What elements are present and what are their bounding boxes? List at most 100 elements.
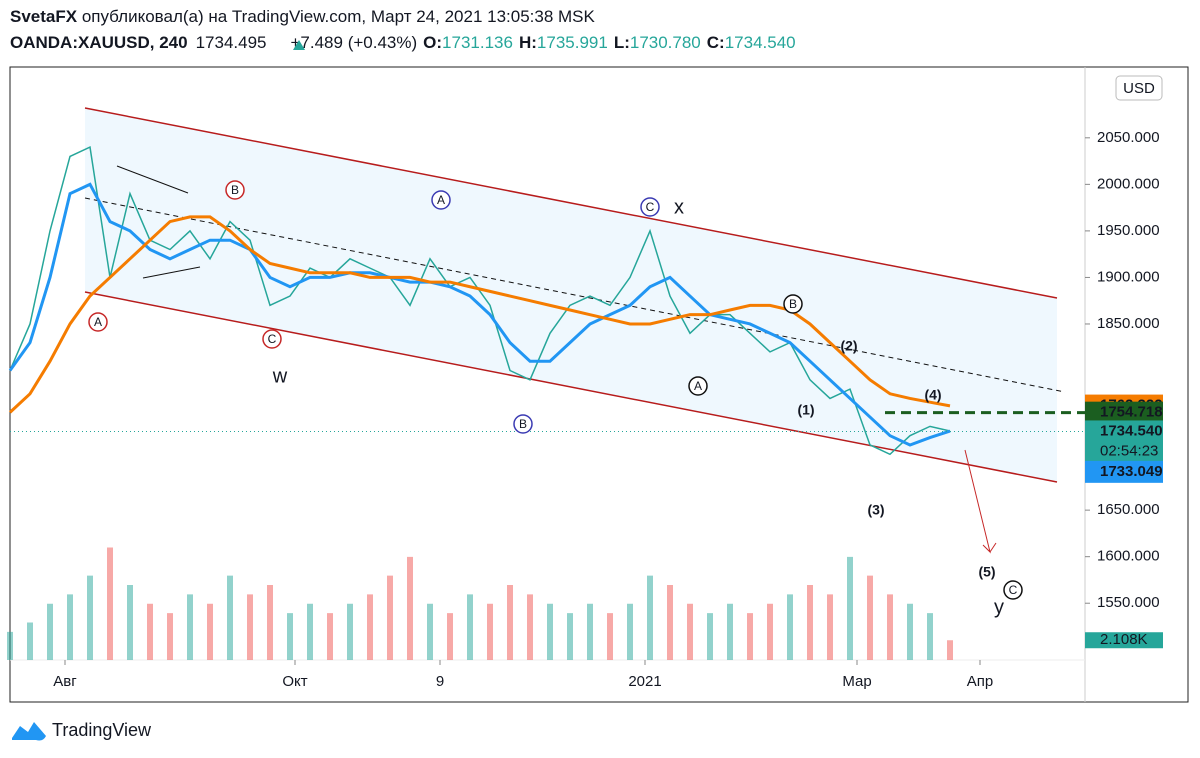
wave-circle [513, 414, 533, 434]
volume-bar [47, 603, 53, 660]
wave-circle [1003, 580, 1023, 600]
volume-bar [567, 613, 573, 660]
h: 1735.991 [537, 33, 608, 52]
volume-bar [407, 556, 413, 660]
currency: USD [1123, 80, 1155, 97]
volume-bar [487, 603, 493, 660]
c-label: C: [707, 33, 725, 52]
arrow-head [989, 542, 997, 553]
volume-bar [807, 585, 813, 660]
volume-bar [887, 594, 893, 660]
volume-bar [427, 603, 433, 660]
volume-bar [447, 613, 453, 660]
volume-bar [847, 556, 853, 660]
wave-label: (3) [867, 502, 884, 518]
brand: TradingView [52, 720, 152, 740]
wave-label: A [694, 379, 702, 393]
volume-bar [307, 603, 313, 660]
last: 1734.495 [196, 33, 267, 52]
published: опубликовал(а) на TradingView.com, Март … [82, 7, 596, 26]
volume-bar [367, 594, 373, 660]
volume-bar [127, 585, 133, 660]
x-tick-label: Апр [967, 673, 993, 690]
volume-bar [867, 575, 873, 660]
volume-bar [7, 631, 13, 660]
wave-label: (1) [797, 402, 814, 418]
up-arrow [293, 40, 305, 50]
price-badge-label: 1733.049 [1100, 463, 1163, 480]
l-label: L: [614, 33, 630, 52]
price-badge-label: 1734.540 [1100, 422, 1163, 439]
volume-bar [927, 613, 933, 660]
volume-bar [227, 575, 233, 660]
volume-badge [1085, 632, 1163, 649]
volume-bar [647, 575, 653, 660]
wave-circle [262, 329, 282, 349]
wave-circle [688, 376, 708, 396]
trendline [84, 197, 1066, 393]
x-tick-label: Окт [282, 673, 307, 690]
volume-bar [507, 585, 513, 660]
wave-label: B [231, 183, 239, 197]
x-tick-label: 9 [436, 673, 444, 690]
triangle-line [142, 266, 201, 279]
y-tick-label: 1850.000 [1097, 315, 1160, 332]
volume-bar [627, 603, 633, 660]
volume-bar [587, 603, 593, 660]
volume-bar [747, 613, 753, 660]
h-label: H: [519, 33, 537, 52]
wave-label: (4) [924, 387, 941, 403]
wave-circle [88, 312, 108, 332]
volume-bar [387, 575, 393, 660]
volume-bar [87, 575, 93, 660]
wave-label: A [437, 193, 445, 207]
wave-circle [431, 190, 451, 210]
wave-label: y [994, 596, 1004, 618]
volume-bar [467, 594, 473, 660]
volume-bar [187, 594, 193, 660]
volume-bar [667, 585, 673, 660]
series-line [9, 146, 951, 456]
y-tick-label: 1950.000 [1097, 222, 1160, 239]
wave-label: C [1009, 583, 1018, 597]
price-badge [1085, 460, 1163, 483]
volume-bar [327, 613, 333, 660]
volume-bar [167, 613, 173, 660]
c: 1734.540 [725, 33, 796, 52]
author: SvetaFX [10, 7, 78, 26]
o: 1731.136 [442, 33, 513, 52]
wave-label: B [519, 417, 527, 431]
y-tick-label: 1650.000 [1097, 501, 1160, 518]
wave-circle [783, 294, 803, 314]
volume-bar [607, 613, 613, 660]
volume-bar [247, 594, 253, 660]
volume-bar [907, 603, 913, 660]
volume-bar [687, 603, 693, 660]
wave-label: A [94, 315, 102, 329]
volume-bar [707, 613, 713, 660]
wave-label: C [268, 332, 277, 346]
volume-bar [347, 603, 353, 660]
wave-label: (5) [978, 564, 995, 580]
wave-label: (2) [840, 338, 857, 354]
volume-bar [67, 594, 73, 660]
countdown: 02:54:23 [1100, 442, 1158, 459]
wave-label: x [674, 196, 684, 218]
frame [9, 66, 1189, 703]
volume-bar [727, 603, 733, 660]
wave-label: B [789, 297, 797, 311]
triangle-line [116, 165, 189, 194]
currency-button[interactable] [1115, 75, 1163, 101]
volume-bar [207, 603, 213, 660]
wave-label: w [272, 365, 288, 387]
wave-circle [640, 197, 660, 217]
price-badge [1085, 401, 1163, 424]
l: 1730.780 [630, 33, 701, 52]
channel-top [84, 107, 1058, 299]
o-label: O: [423, 33, 442, 52]
change: +7.489 (+0.43%) [291, 33, 418, 52]
x-tick-label: Мар [842, 673, 871, 690]
volume-bar [107, 547, 113, 660]
y-tick-label: 2000.000 [1097, 175, 1160, 192]
